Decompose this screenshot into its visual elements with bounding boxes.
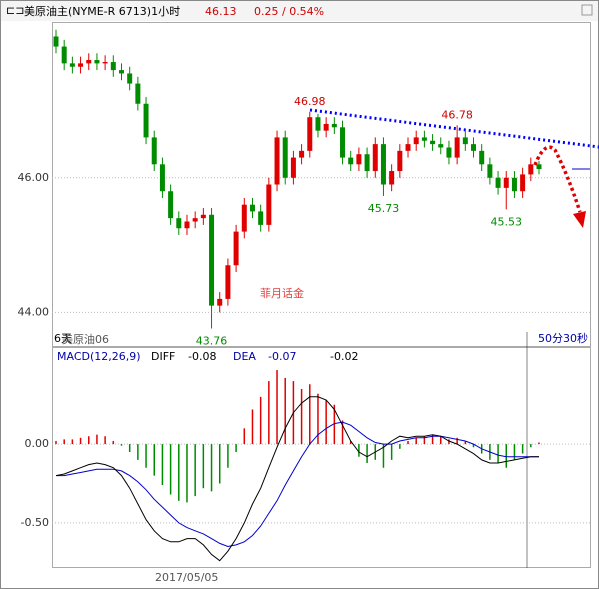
candle-body <box>421 137 427 141</box>
candle-body <box>372 144 378 172</box>
candle-body <box>118 70 124 74</box>
extreme-label: 46.98 <box>294 95 326 108</box>
forecast-arrow-head <box>573 211 586 228</box>
diff-line <box>55 396 539 562</box>
candle-body <box>331 123 337 128</box>
candle-body <box>127 73 133 84</box>
period-label: 6天 <box>54 332 72 345</box>
candle-body <box>528 164 534 175</box>
price-panel <box>52 22 591 347</box>
candle-body <box>356 154 362 165</box>
extreme-label: 46.78 <box>441 108 473 121</box>
candle-body <box>86 60 92 64</box>
y-tick-label: 46.00 <box>18 171 50 184</box>
forecast-arrow <box>533 145 582 213</box>
candle-body <box>299 150 305 158</box>
candle-body <box>69 63 75 67</box>
candle-body <box>430 140 436 145</box>
macd-value: -0.02 <box>330 350 358 363</box>
candle-body <box>78 63 84 67</box>
candle-body <box>462 137 468 145</box>
candle-body <box>143 103 149 138</box>
candle-body <box>209 214 215 306</box>
candle-body <box>315 117 321 131</box>
extreme-label: 45.73 <box>368 202 400 215</box>
candle-body <box>397 150 403 172</box>
extreme-label: 45.53 <box>491 215 523 228</box>
candle-body <box>380 144 386 185</box>
candle-body <box>438 144 444 148</box>
trend-line <box>309 108 599 149</box>
candle-body <box>110 62 116 71</box>
candle-body <box>200 214 206 219</box>
candle-body <box>446 147 452 158</box>
candle-body <box>413 137 419 145</box>
candle-body <box>135 83 141 104</box>
dea-value: -0.07 <box>268 350 296 363</box>
last-price: 46.13 <box>205 5 237 18</box>
header-icon: ⊏⊐ <box>6 4 24 17</box>
dea-line <box>56 421 539 548</box>
candle-body <box>151 137 157 165</box>
candle-body <box>471 144 477 151</box>
candle-body <box>348 157 354 165</box>
candle-body <box>536 164 542 170</box>
window-button[interactable] <box>581 4 593 16</box>
candle-body <box>364 154 370 172</box>
candle-body <box>241 204 247 232</box>
macd-title: MACD(12,26,9) <box>57 350 141 363</box>
candle-body <box>266 184 272 225</box>
header-bar <box>1 1 598 21</box>
candle-body <box>258 211 264 225</box>
date-label: 2017/05/05 <box>155 571 218 584</box>
contract-label: 美原油06 <box>62 332 109 346</box>
candle-body <box>454 137 460 158</box>
candle-body <box>307 117 313 151</box>
candle-body <box>225 265 231 299</box>
candle-body <box>233 231 239 266</box>
candle-body <box>53 36 59 47</box>
diff-value: -0.08 <box>188 350 216 363</box>
candle-body <box>290 157 296 178</box>
candle-body <box>282 137 288 178</box>
candle-body <box>159 164 165 192</box>
countdown: 50分30秒 <box>538 331 588 345</box>
candle-body <box>274 137 280 185</box>
candle-body <box>168 191 174 219</box>
plot-layer: 46.00 44.00 0.00 -0.50 46.98 46.78 45.73 45.53 4… <box>18 29 590 562</box>
candle-body <box>389 171 395 185</box>
diff-label: DIFF <box>151 350 175 363</box>
candle-body <box>511 177 517 192</box>
candle-body <box>323 123 329 131</box>
macd-panel <box>52 347 591 568</box>
candle-body <box>520 174 526 192</box>
candle-body <box>217 298 223 306</box>
y-tick-label: -0.50 <box>21 516 49 529</box>
candle-body <box>102 62 108 64</box>
candle-body <box>94 60 100 64</box>
chart-title: 美原油主(NYME-R 6713)1小时 <box>24 4 180 18</box>
candle-body <box>405 144 411 151</box>
candle-body <box>487 164 493 178</box>
candle-body <box>503 177 509 188</box>
candle-body <box>249 204 255 212</box>
y-tick-label: 44.00 <box>18 305 50 318</box>
candle-body <box>192 218 198 222</box>
candle-body <box>184 221 190 229</box>
dea-label: DEA <box>233 350 256 363</box>
candle-body <box>61 46 67 64</box>
y-tick-label: 0.00 <box>25 437 50 450</box>
extreme-label: 43.76 <box>196 335 228 348</box>
price-change: 0.25 / 0.54% <box>254 5 324 18</box>
watermark: 菲月话金 <box>260 286 304 300</box>
candle-body <box>495 177 501 188</box>
candle-body <box>479 150 485 165</box>
candle-body <box>340 127 346 158</box>
candle-body <box>176 218 182 229</box>
